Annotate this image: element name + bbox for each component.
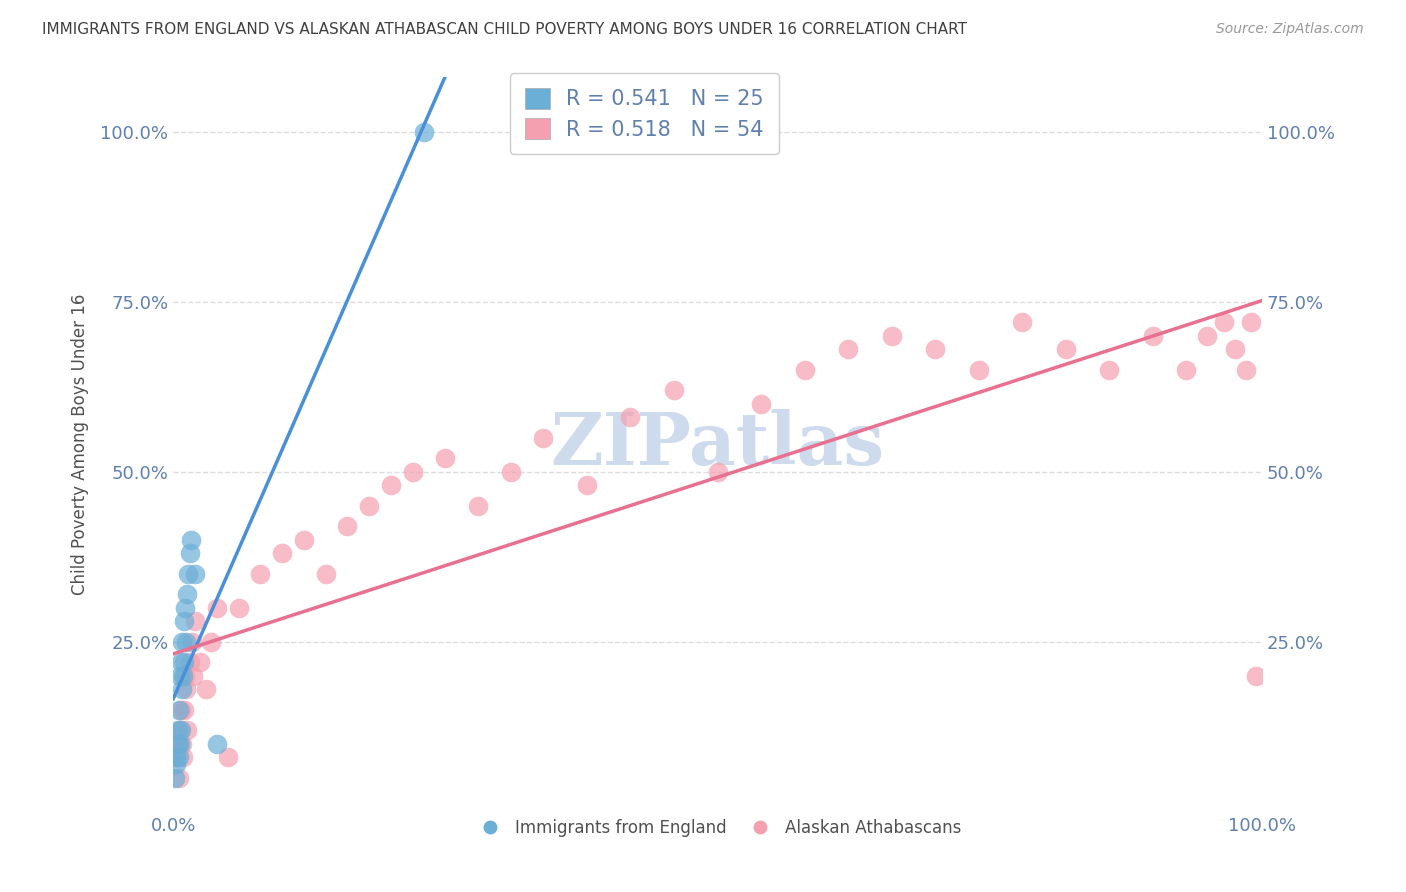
Point — [412, 125, 434, 139]
Point — [1234, 363, 1257, 377]
Point — [172, 669, 194, 683]
Point — [619, 410, 641, 425]
Point — [174, 600, 197, 615]
Text: Source: ZipAtlas.com: Source: ZipAtlas.com — [1216, 22, 1364, 37]
Point — [194, 682, 217, 697]
Point — [924, 343, 946, 357]
Point — [173, 703, 195, 717]
Point — [292, 533, 315, 547]
Point — [271, 546, 294, 560]
Point — [179, 546, 201, 560]
Point — [170, 655, 193, 669]
Point — [837, 343, 859, 357]
Point — [205, 737, 228, 751]
Point — [176, 587, 198, 601]
Text: IMMIGRANTS FROM ENGLAND VS ALASKAN ATHABASCAN CHILD POVERTY AMONG BOYS UNDER 16 : IMMIGRANTS FROM ENGLAND VS ALASKAN ATHAB… — [42, 22, 967, 37]
Point — [662, 384, 685, 398]
Point — [170, 682, 193, 697]
Point — [217, 750, 239, 764]
Point — [1212, 315, 1234, 329]
Point — [184, 566, 207, 581]
Point — [173, 655, 195, 669]
Point — [402, 465, 425, 479]
Point — [575, 478, 598, 492]
Point — [166, 723, 188, 738]
Point — [967, 363, 990, 377]
Point — [380, 478, 402, 492]
Point — [1011, 315, 1033, 329]
Point — [200, 635, 222, 649]
Legend: Immigrants from England, Alaskan Athabascans: Immigrants from England, Alaskan Athabas… — [467, 813, 969, 844]
Point — [174, 669, 197, 683]
Point — [184, 615, 207, 629]
Point — [793, 363, 815, 377]
Point — [169, 669, 191, 683]
Y-axis label: Child Poverty Among Boys Under 16: Child Poverty Among Boys Under 16 — [72, 294, 89, 595]
Point — [174, 635, 197, 649]
Point — [174, 682, 197, 697]
Point — [170, 635, 193, 649]
Point — [173, 615, 195, 629]
Point — [1223, 343, 1246, 357]
Point — [499, 465, 522, 479]
Point — [170, 737, 193, 751]
Point — [749, 397, 772, 411]
Point — [170, 703, 193, 717]
Point — [169, 723, 191, 738]
Point — [706, 465, 728, 479]
Point — [170, 723, 193, 738]
Point — [1197, 329, 1219, 343]
Point — [1174, 363, 1197, 377]
Point — [190, 655, 212, 669]
Point — [177, 566, 200, 581]
Point — [1098, 363, 1121, 377]
Point — [166, 750, 188, 764]
Point — [531, 431, 554, 445]
Point — [181, 669, 204, 683]
Point — [1246, 669, 1268, 683]
Point — [205, 600, 228, 615]
Text: ZIPatlas: ZIPatlas — [551, 409, 884, 480]
Point — [434, 451, 457, 466]
Point — [180, 635, 202, 649]
Point — [880, 329, 903, 343]
Point — [176, 723, 198, 738]
Point — [166, 737, 188, 751]
Point — [249, 566, 271, 581]
Point — [467, 499, 489, 513]
Point — [315, 566, 337, 581]
Point — [336, 519, 359, 533]
Point — [166, 737, 188, 751]
Point — [167, 771, 190, 785]
Point — [1240, 315, 1263, 329]
Point — [172, 750, 194, 764]
Point — [179, 655, 201, 669]
Point — [167, 750, 190, 764]
Point — [359, 499, 381, 513]
Point — [169, 737, 191, 751]
Point — [180, 533, 202, 547]
Point — [1054, 343, 1077, 357]
Point — [166, 757, 188, 772]
Point — [167, 703, 190, 717]
Point — [1142, 329, 1164, 343]
Point — [166, 750, 188, 764]
Point — [165, 771, 187, 785]
Point — [228, 600, 250, 615]
